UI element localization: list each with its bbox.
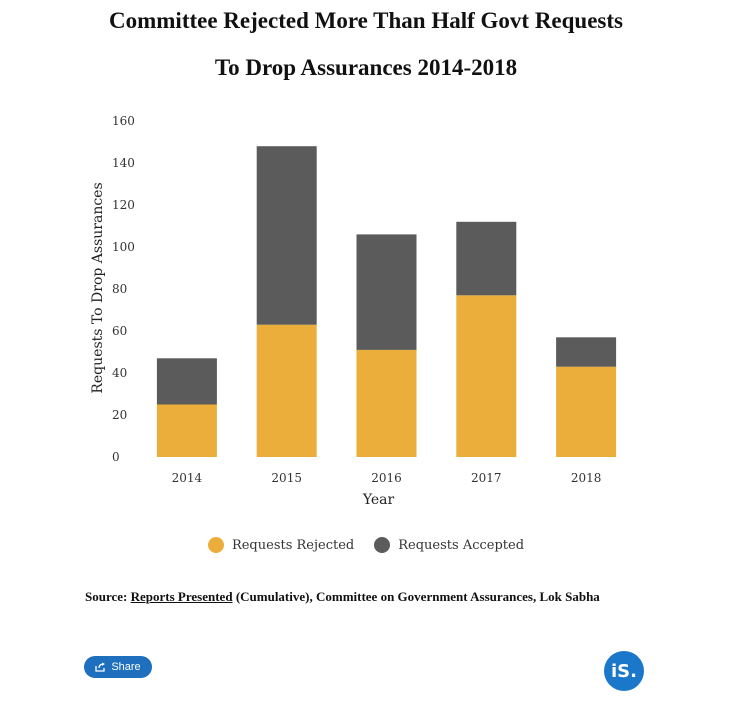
bar-accepted-2018 <box>556 337 617 367</box>
indiaspend-logo[interactable]: iS. <box>604 651 644 691</box>
bar-rejected-2017 <box>456 295 517 457</box>
source-suffix: (Cumulative), Committee on Government As… <box>232 589 600 604</box>
chart-title-line-2: To Drop Assurances 2014-2018 <box>214 55 518 80</box>
share-label: Share <box>111 661 141 673</box>
x-tick-label-2016: 2016 <box>371 471 402 485</box>
bar-accepted-2015 <box>256 146 317 325</box>
bar-rejected-2014 <box>156 404 217 457</box>
source-link[interactable]: Reports Presented <box>130 589 233 604</box>
x-tick-label-2015: 2015 <box>271 471 302 485</box>
legend-label-rejected: Requests Rejected <box>231 537 355 553</box>
legend-swatch-accepted <box>374 537 391 553</box>
y-tick-label: 40 <box>112 366 127 380</box>
share-button[interactable]: Share <box>84 656 152 678</box>
bar-accepted-2017 <box>456 221 517 296</box>
x-tick-label-2018: 2018 <box>571 471 602 485</box>
bar-rejected-2018 <box>556 366 617 457</box>
x-tick-label-2014: 2014 <box>172 471 203 485</box>
chart-legend: Requests Rejected Requests Accepted <box>0 537 732 553</box>
chart-title-line-1: Committee Rejected More Than Half Govt R… <box>109 8 623 33</box>
legend-item-rejected[interactable]: Requests Rejected <box>207 537 355 553</box>
bar-rejected-2015 <box>256 324 317 457</box>
x-axis-title: Year <box>362 492 395 508</box>
y-tick-label: 160 <box>112 114 135 128</box>
legend-item-accepted[interactable]: Requests Accepted <box>374 537 524 553</box>
legend-swatch-rejected <box>207 537 224 553</box>
y-tick-label: 80 <box>112 282 127 296</box>
y-tick-label: 140 <box>112 156 135 170</box>
source-prefix: Source: <box>85 589 131 604</box>
y-tick-label: 60 <box>112 324 127 338</box>
stacked-bar-chart: 0 20 40 60 80 100 120 140 160 2014 2015 2016 2017 201… <box>90 114 617 508</box>
y-tick-label: 20 <box>112 408 127 422</box>
y-axis-title: Requests To Drop Assurances <box>90 182 106 393</box>
y-tick-label: 120 <box>112 198 135 212</box>
source-note: Source: Reports Presented (Cumulative), … <box>85 589 600 605</box>
bar-rejected-2016 <box>356 349 417 457</box>
x-tick-label-2017: 2017 <box>471 471 502 485</box>
y-tick-label: 100 <box>112 240 135 254</box>
y-tick-label: 0 <box>112 450 120 464</box>
share-icon <box>95 662 106 672</box>
legend-label-accepted: Requests Accepted <box>398 537 525 553</box>
bar-accepted-2014 <box>156 358 217 405</box>
bar-accepted-2016 <box>356 234 417 350</box>
